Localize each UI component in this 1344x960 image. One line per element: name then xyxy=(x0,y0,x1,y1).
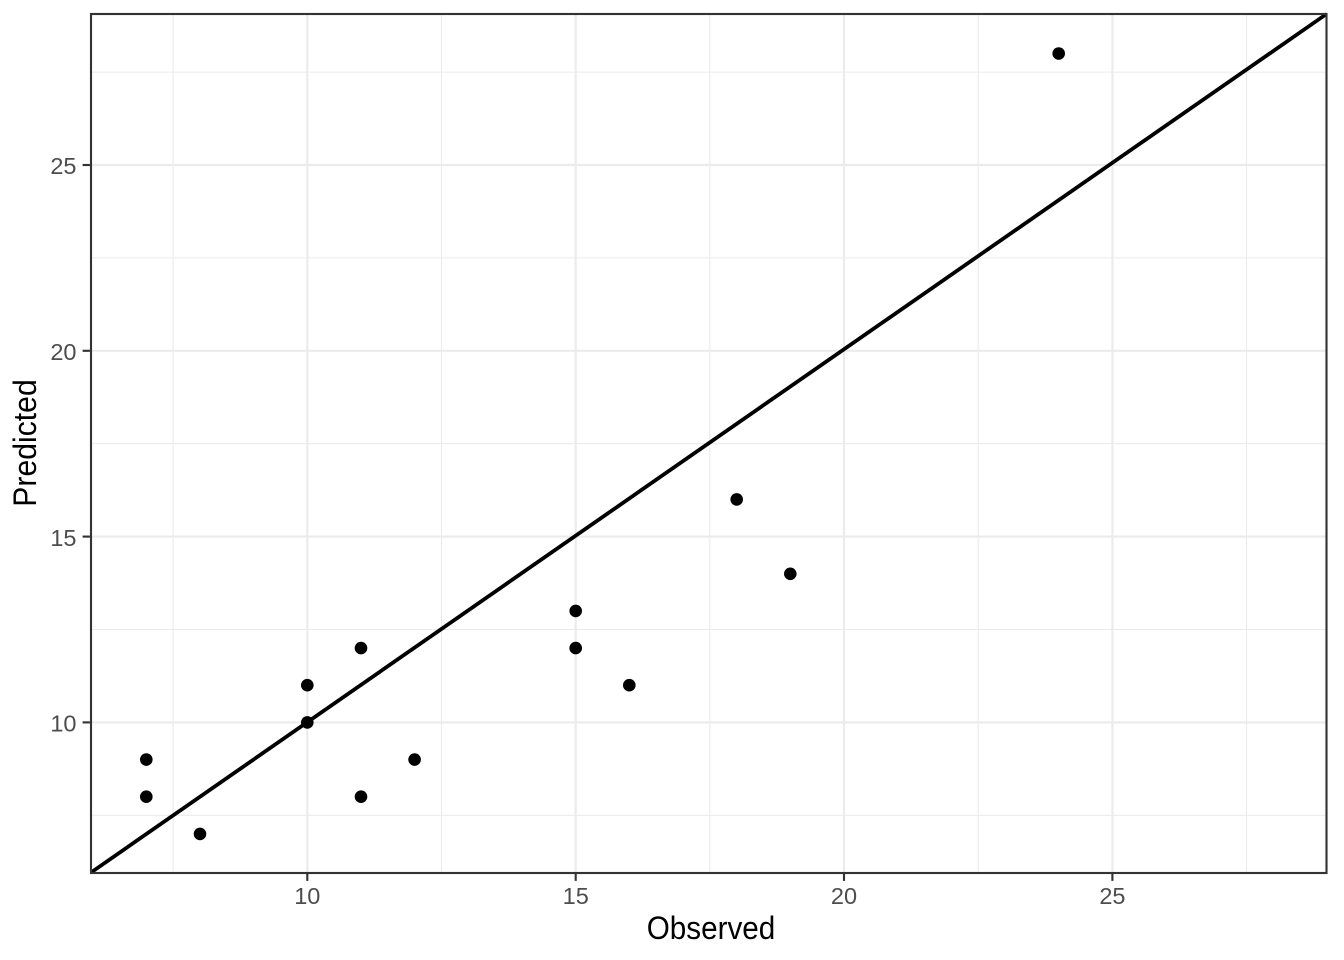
svg-text:15: 15 xyxy=(563,883,589,909)
svg-text:25: 25 xyxy=(50,153,76,179)
svg-text:20: 20 xyxy=(831,883,857,909)
svg-text:Predicted: Predicted xyxy=(7,379,43,506)
svg-text:Observed: Observed xyxy=(647,910,776,946)
svg-text:25: 25 xyxy=(1099,883,1125,909)
svg-text:15: 15 xyxy=(50,525,76,551)
svg-text:10: 10 xyxy=(50,711,76,737)
svg-text:10: 10 xyxy=(294,883,320,909)
svg-text:20: 20 xyxy=(50,339,76,365)
